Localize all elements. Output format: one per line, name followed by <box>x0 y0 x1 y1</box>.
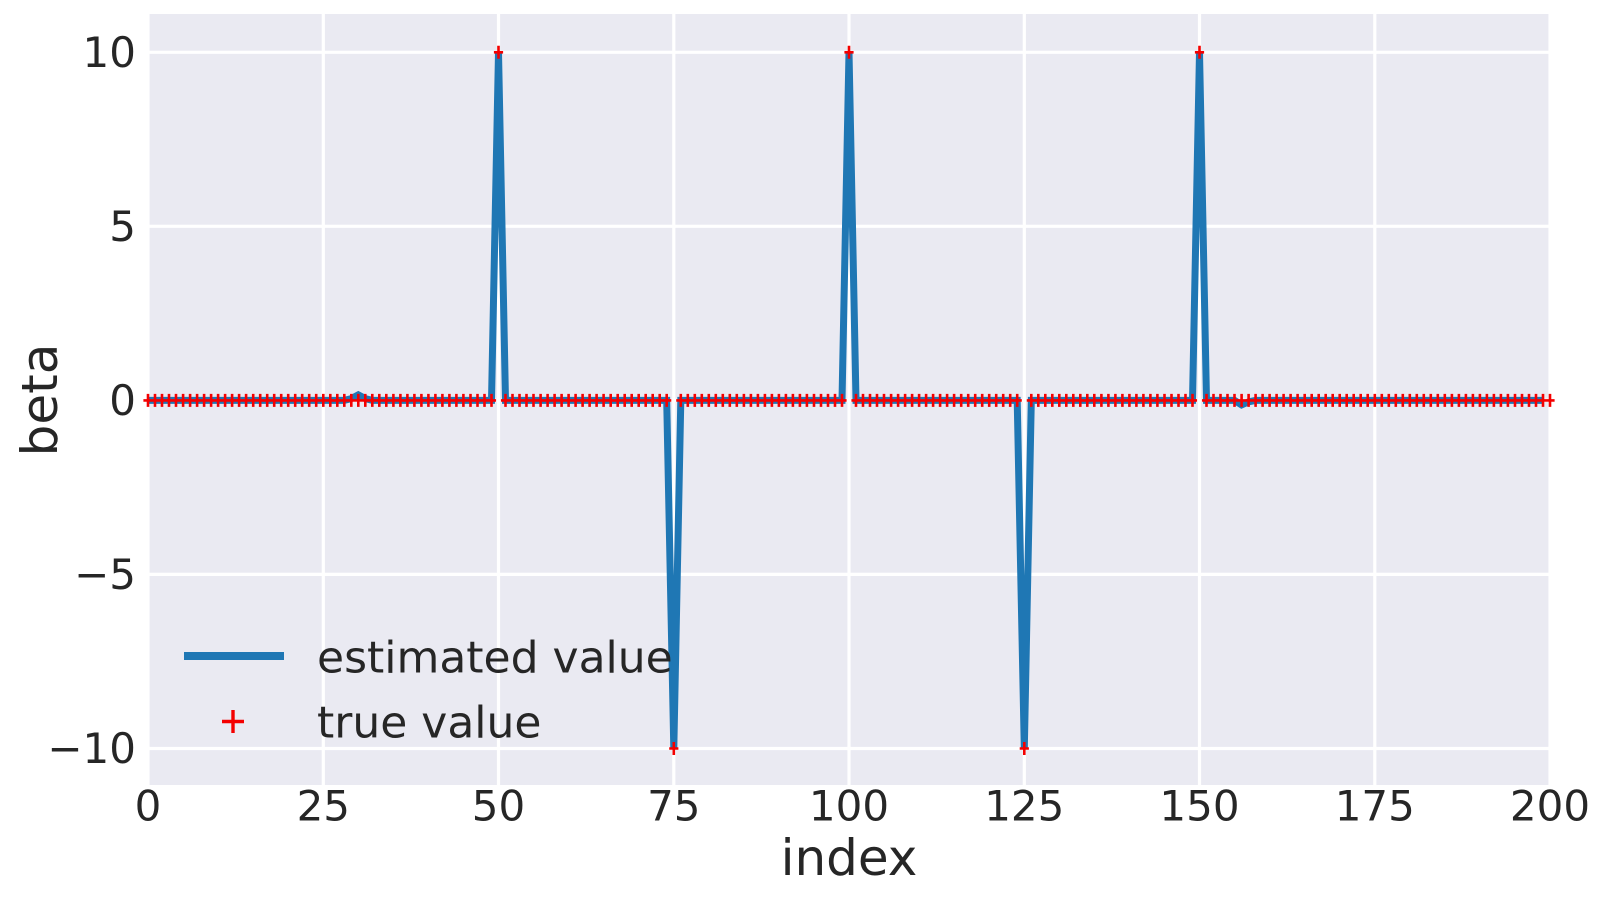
y-tick-label: 5 <box>109 202 136 251</box>
x-tick-label: 75 <box>647 782 700 831</box>
x-tick-label: 25 <box>297 782 350 831</box>
x-axis-label: index <box>781 829 918 887</box>
x-tick-label: 50 <box>472 782 525 831</box>
y-tick-label: −5 <box>74 550 136 599</box>
x-tick-label: 125 <box>984 782 1064 831</box>
x-tick-label: 200 <box>1510 782 1590 831</box>
x-tick-label: 175 <box>1335 782 1415 831</box>
x-tick-label: 150 <box>1159 782 1239 831</box>
legend-plus-sample <box>222 710 244 733</box>
y-tick-label: −10 <box>47 724 136 773</box>
legend-label-true: true value <box>317 698 541 749</box>
x-tick-label: 100 <box>809 782 889 831</box>
y-tick-label: 0 <box>109 376 136 425</box>
y-tick-label: 10 <box>83 28 136 77</box>
x-tick-label: 0 <box>135 782 162 831</box>
y-axis-label: beta <box>11 344 69 457</box>
true-value-markers <box>143 45 1555 755</box>
legend: estimated value true value <box>184 633 673 749</box>
legend-label-estimated: estimated value <box>317 633 673 684</box>
